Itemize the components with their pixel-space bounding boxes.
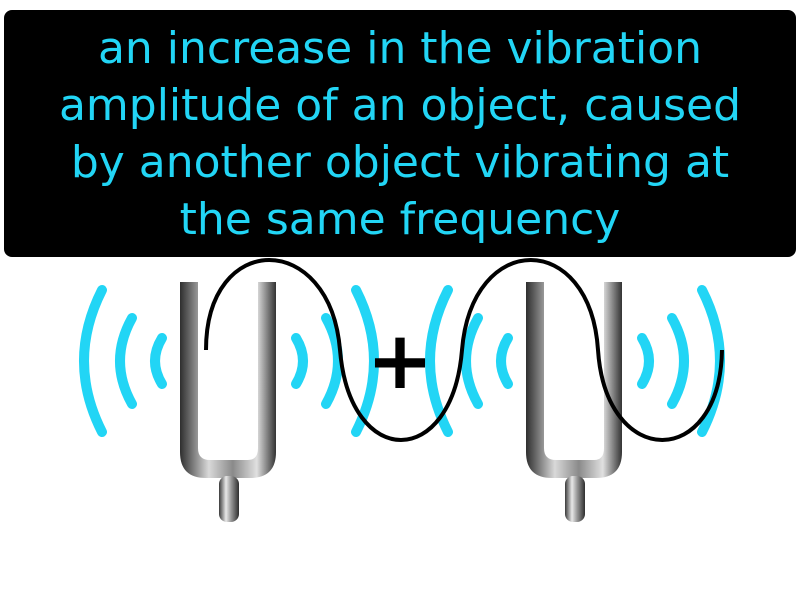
tuning-fork-icon [180, 282, 276, 522]
sound-wave-icon [79, 285, 379, 437]
definition-line: the same frequency [179, 193, 621, 245]
plus-symbol: + [366, 314, 433, 407]
definition-line: amplitude of an object, caused [58, 79, 742, 131]
tuning-fork-icon [526, 282, 622, 522]
definition-box: an increase in the vibration amplitude o… [4, 10, 796, 257]
sound-wave-icon [425, 285, 725, 437]
sine-wave-icon [204, 258, 724, 442]
definition-line: an increase in the vibration [97, 22, 703, 74]
definition-line: by another object vibrating at [70, 136, 730, 188]
